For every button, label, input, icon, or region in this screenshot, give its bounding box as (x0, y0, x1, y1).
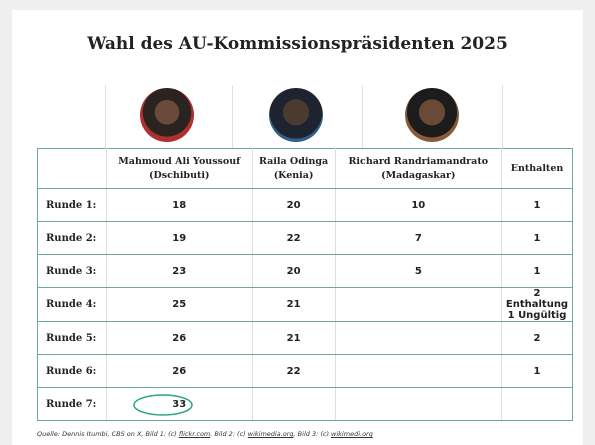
column-header: Richard Randriamandrato (Madagaskar) (334, 148, 503, 189)
row-label: Runde 3: (37, 254, 107, 288)
cell-line: Raila Odinga (258, 155, 329, 167)
row: Runde 7: 33 (37, 387, 573, 421)
row: Runde 2: 19 22 7 1 (37, 221, 573, 255)
cell: 26 (106, 354, 253, 388)
cell: 10 (334, 188, 503, 222)
source: Quelle: Dennis Itumbi, CBS on X, Bild 1:… (37, 430, 373, 438)
cell: 2 (501, 321, 573, 355)
cell: 18 (106, 188, 253, 222)
cell: 1 (501, 221, 573, 255)
cell: 1 (501, 254, 573, 288)
cell: 21 (251, 287, 336, 322)
row: Runde 3: 23 20 5 1 (37, 254, 573, 288)
cell: 20 (251, 254, 336, 288)
row-label: Runde 4: (37, 287, 107, 322)
source-link[interactable]: flickr.com (178, 430, 211, 438)
source-link[interactable]: wikimedi.org (331, 430, 373, 438)
row-label: Runde 7: (37, 387, 107, 421)
row-label: Runde 5: (37, 321, 107, 355)
cell: 33 (106, 387, 253, 421)
header-row: Mahmoud Ali Youssouf (Dschibuti) Raila Odi… (37, 148, 573, 189)
cell: 7 (334, 221, 503, 255)
cell: 25 (106, 287, 253, 322)
cell-line: Enthalten (510, 162, 564, 174)
column-header: Mahmoud Ali Youssouf (Dschibuti) (106, 148, 253, 189)
column-header: Raila Odinga (Kenia) (251, 148, 336, 189)
cell: 5 (334, 254, 503, 288)
cell (334, 387, 503, 421)
row: Runde 6: 26 22 1 (37, 354, 573, 388)
cell: 2 Enthaltung 1 Ungültig (501, 287, 573, 322)
cell (334, 287, 503, 322)
cell: 23 (106, 254, 253, 288)
cell-line: 2 Enthaltung (505, 288, 569, 310)
row: Runde 5: 26 21 2 (37, 321, 573, 355)
cell: 1 (501, 188, 573, 222)
cell-line: (Kenia) (273, 169, 314, 181)
column-line (362, 85, 363, 148)
cell (334, 354, 503, 388)
cell: 19 (106, 221, 253, 255)
column-line (502, 85, 503, 148)
source-text: . Bild 2: (c) (210, 430, 248, 438)
column-header: Enthalten (501, 148, 573, 189)
row-label: Runde 1: (37, 188, 107, 222)
cell: 26 (106, 321, 253, 355)
column-header (37, 148, 107, 189)
cell-line: Richard Randriamandrato (348, 155, 489, 167)
cell: 20 (251, 188, 336, 222)
source-text: , Bild 3: (c) (293, 430, 332, 438)
cell-line: (Madagaskar) (381, 169, 456, 181)
row: Runde 1: 18 20 10 1 (37, 188, 573, 222)
highlight-circle (133, 394, 193, 416)
title: Wahl des AU-Kommissionspräsidenten 2025 (87, 34, 508, 54)
row-label: Runde 2: (37, 221, 107, 255)
row: Runde 4: 25 21 2 Enthaltung 1 Ungültig (37, 287, 573, 322)
cell: 22 (251, 221, 336, 255)
cell: 22 (251, 354, 336, 388)
photo (405, 88, 459, 142)
column-line (232, 85, 233, 148)
photo (269, 88, 323, 142)
cell: 21 (251, 321, 336, 355)
column-line (105, 85, 106, 148)
highlight-ellipse (133, 394, 193, 416)
cell-line: (Dschibuti) (149, 169, 210, 181)
cell: 1 (501, 354, 573, 388)
photo (140, 88, 194, 142)
row-label: Runde 6: (37, 354, 107, 388)
cell-line: 1 Ungültig (507, 310, 567, 321)
results-table: Mahmoud Ali Youssouf (Dschibuti) Raila Odi… (37, 148, 573, 421)
source-text: Quelle: Dennis Itumbi, CBS on X, Bild 1:… (37, 430, 179, 438)
cell (501, 387, 573, 421)
source-link[interactable]: wikimedia.org (247, 430, 294, 438)
cell-line: Mahmoud Ali Youssouf (118, 155, 241, 167)
cell (334, 321, 503, 355)
cell (251, 387, 336, 421)
